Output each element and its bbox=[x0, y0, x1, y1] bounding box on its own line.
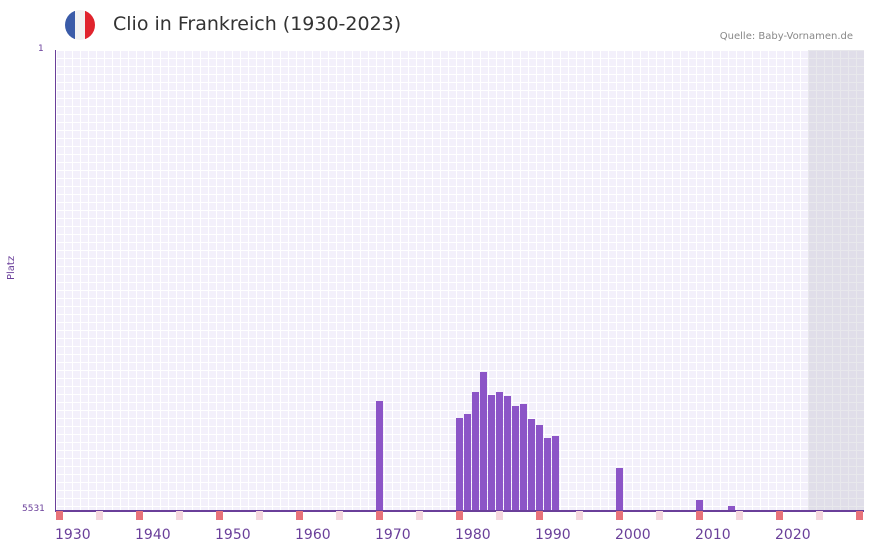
bar-1984[interactable] bbox=[488, 395, 495, 510]
year-marker bbox=[616, 511, 623, 520]
year-marker bbox=[136, 511, 143, 520]
x-tick-label: 1960 bbox=[295, 527, 331, 543]
year-marker bbox=[376, 511, 383, 520]
year-marker bbox=[856, 511, 863, 520]
future-years-region bbox=[808, 50, 864, 510]
bar-1991[interactable] bbox=[544, 438, 551, 510]
y-top-label: 1 bbox=[38, 44, 44, 54]
y-axis-title: Platz bbox=[6, 255, 17, 280]
x-tick-label: 1930 bbox=[55, 527, 91, 543]
bar-1990[interactable] bbox=[536, 425, 543, 510]
x-tick-label: 1940 bbox=[135, 527, 171, 543]
y-bottom-label: 5531 bbox=[22, 504, 45, 514]
x-axis-line bbox=[55, 510, 864, 512]
year-marker bbox=[496, 511, 503, 520]
year-marker bbox=[256, 511, 263, 520]
year-marker bbox=[536, 511, 543, 520]
bar-1986[interactable] bbox=[504, 396, 511, 510]
bar-1981[interactable] bbox=[464, 414, 471, 510]
x-tick-label: 2020 bbox=[775, 527, 811, 543]
france-flag-icon bbox=[65, 10, 95, 40]
bar-1983[interactable] bbox=[480, 372, 487, 510]
x-tick-label: 2010 bbox=[695, 527, 731, 543]
bar-1988[interactable] bbox=[520, 404, 527, 510]
year-marker bbox=[96, 511, 103, 520]
chart-title: Clio in Frankreich (1930-2023) bbox=[113, 13, 402, 35]
year-marker bbox=[216, 511, 223, 520]
bar-1985[interactable] bbox=[496, 392, 503, 510]
year-marker bbox=[416, 511, 423, 520]
year-marker bbox=[336, 511, 343, 520]
bar-1980[interactable] bbox=[456, 418, 463, 510]
year-marker bbox=[176, 511, 183, 520]
bar-2000[interactable] bbox=[616, 468, 623, 510]
year-marker bbox=[696, 511, 703, 520]
year-marker bbox=[656, 511, 663, 520]
year-marker bbox=[456, 511, 463, 520]
year-marker bbox=[816, 511, 823, 520]
plot-area bbox=[56, 50, 864, 510]
x-tick-label: 1990 bbox=[535, 527, 571, 543]
year-marker bbox=[296, 511, 303, 520]
bar-2010[interactable] bbox=[696, 500, 703, 510]
bar-1992[interactable] bbox=[552, 436, 559, 510]
bar-1987[interactable] bbox=[512, 406, 519, 510]
x-tick-label: 1970 bbox=[375, 527, 411, 543]
bar-2014[interactable] bbox=[728, 506, 735, 510]
year-marker bbox=[576, 511, 583, 520]
x-tick-label: 1950 bbox=[215, 527, 251, 543]
year-marker bbox=[776, 511, 783, 520]
bar-1989[interactable] bbox=[528, 419, 535, 510]
year-marker bbox=[736, 511, 743, 520]
y-axis-line bbox=[55, 50, 56, 511]
x-tick-label: 2000 bbox=[615, 527, 651, 543]
year-marker bbox=[56, 511, 63, 520]
source-link[interactable]: Quelle: Baby-Vornamen.de bbox=[719, 31, 853, 42]
x-tick-label: 1980 bbox=[455, 527, 491, 543]
bar-1970[interactable] bbox=[376, 401, 383, 510]
bar-1982[interactable] bbox=[472, 392, 479, 510]
